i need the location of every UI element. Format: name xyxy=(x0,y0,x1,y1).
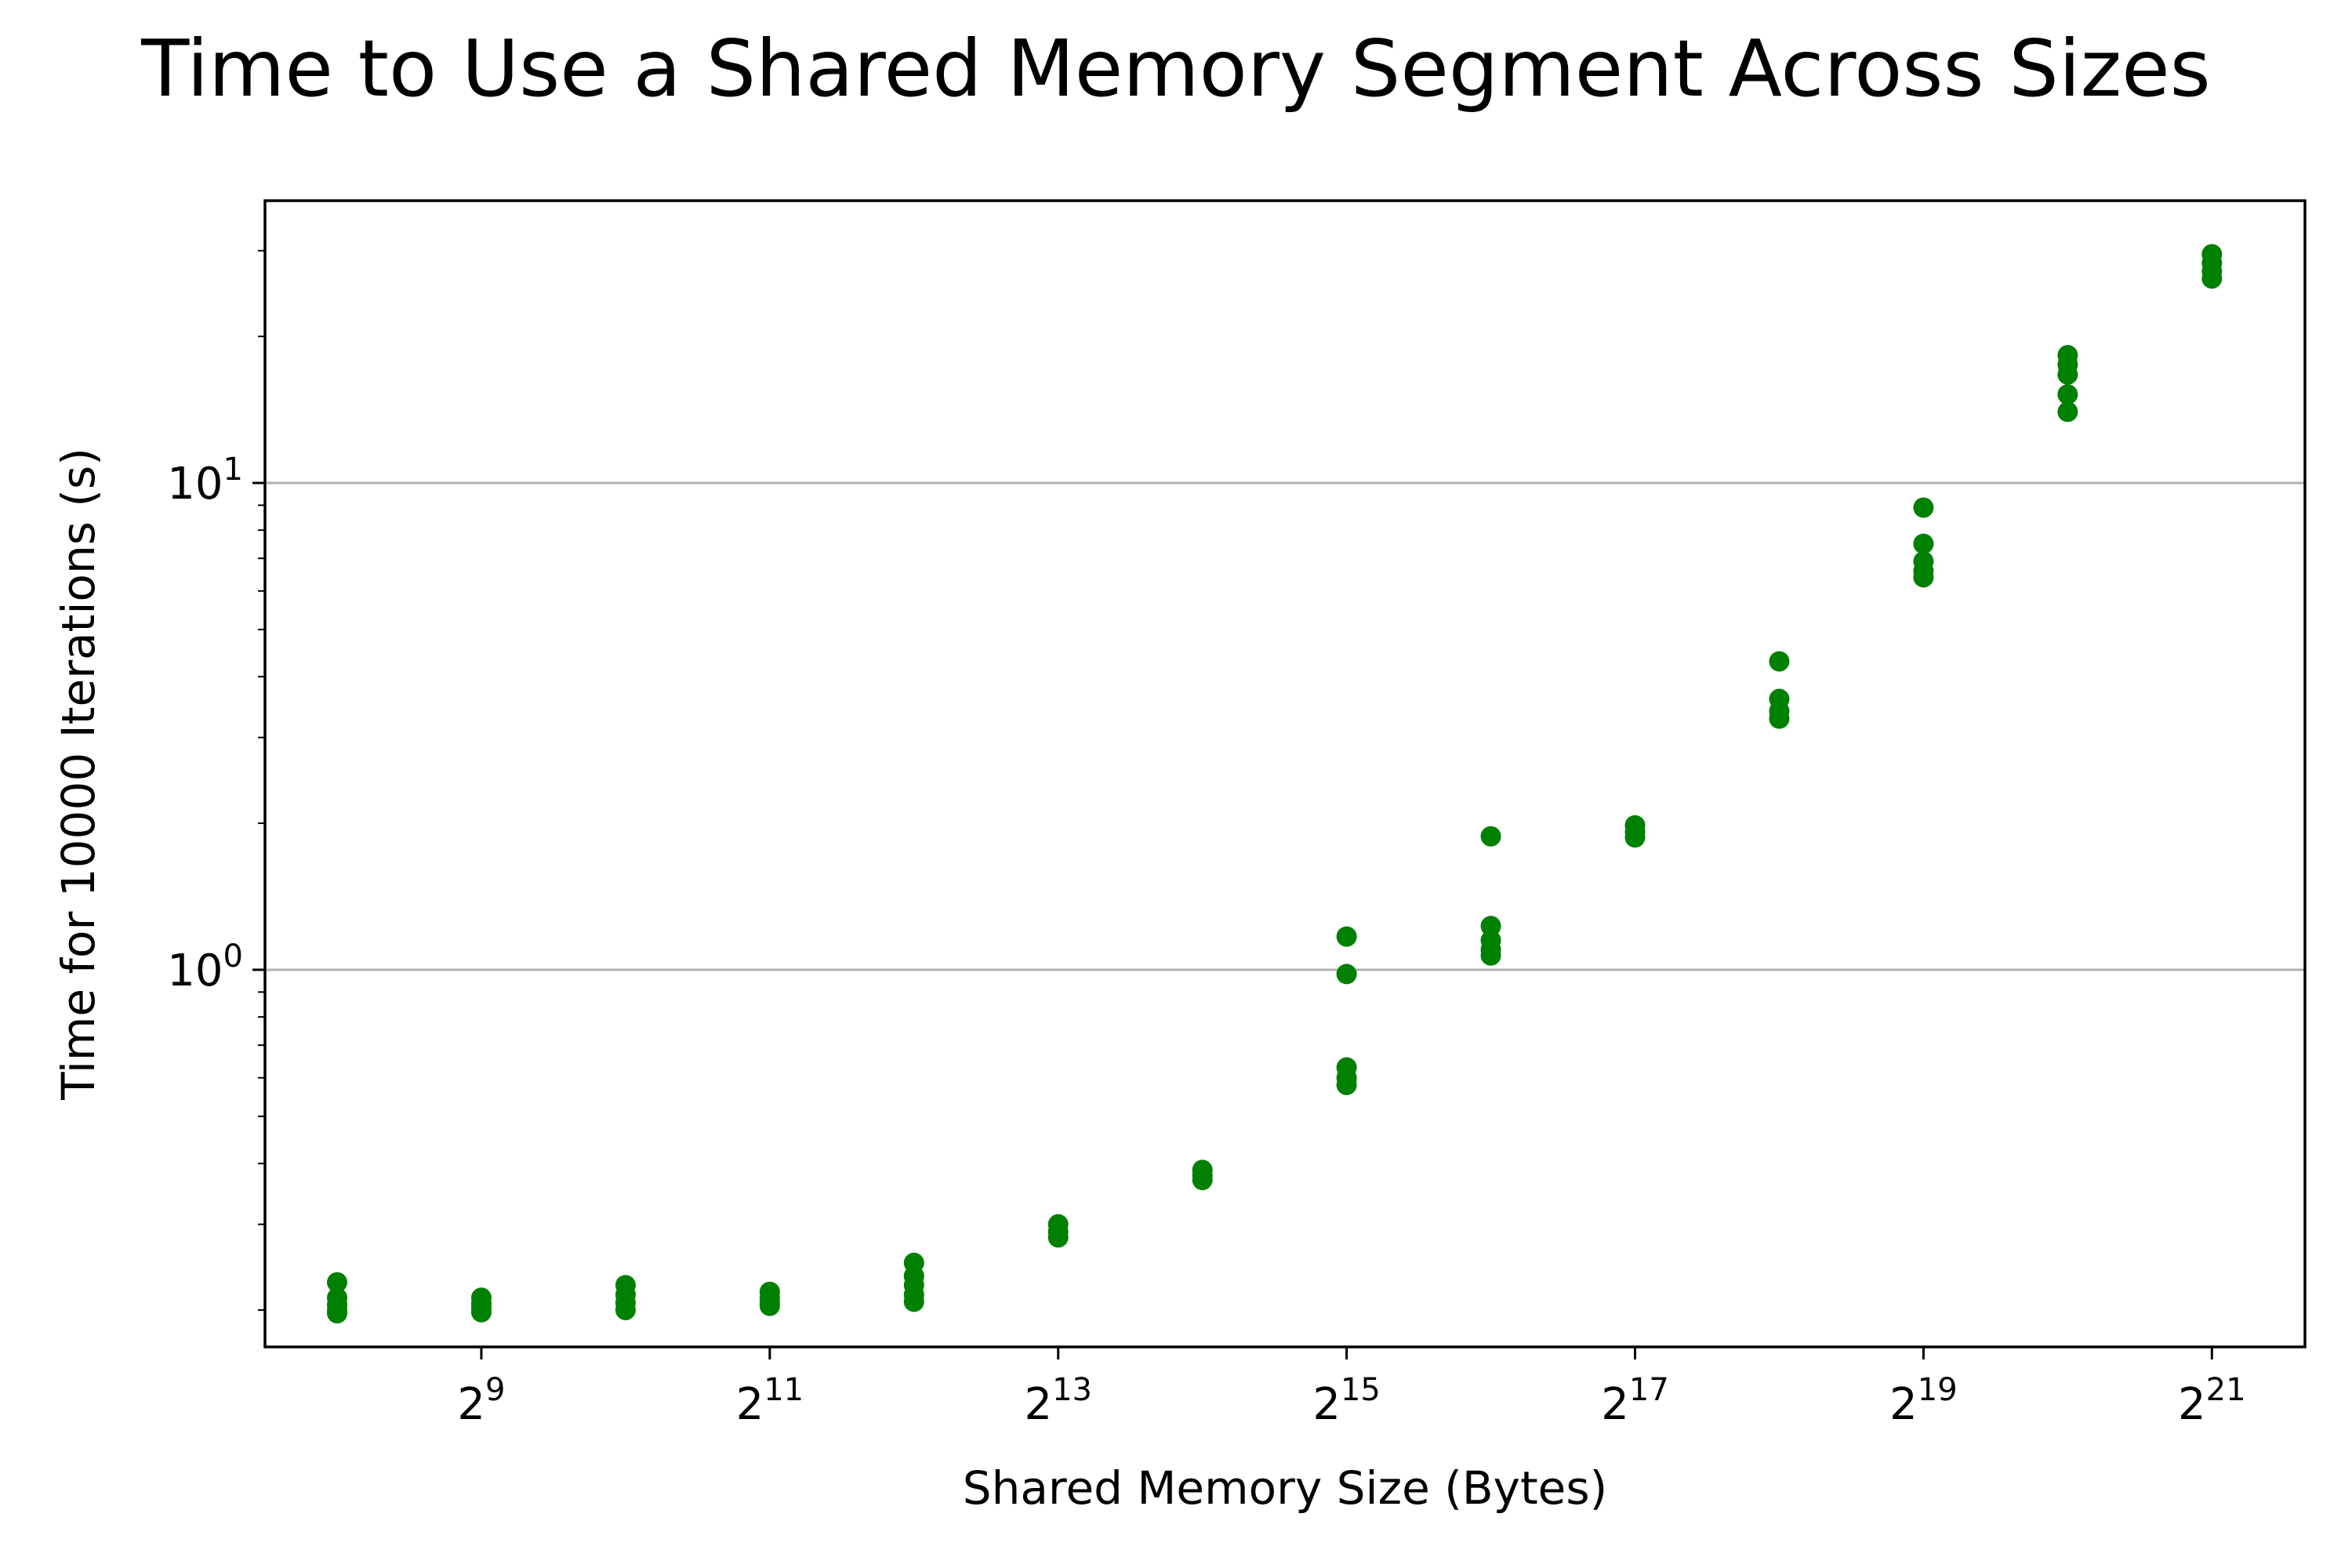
data-point xyxy=(1480,916,1501,937)
x-axis-label: Shared Memory Size (Bytes) xyxy=(963,1461,1607,1515)
data-point xyxy=(2057,401,2078,423)
data-point xyxy=(1769,651,1790,672)
data-point xyxy=(2057,364,2078,385)
x-tick-label: 213 xyxy=(1024,1372,1092,1430)
data-point xyxy=(615,1299,636,1320)
x-axis-ticks: 29 211 213 215 217 219 221 xyxy=(457,1347,2246,1430)
data-point xyxy=(327,1272,348,1293)
data-point xyxy=(1913,497,1934,518)
y-tick-label: 101 xyxy=(167,452,243,510)
x-tick-label: 211 xyxy=(736,1372,804,1430)
data-point xyxy=(903,1291,924,1312)
x-tick-label: 219 xyxy=(1889,1372,1958,1430)
x-tick-label: 215 xyxy=(1312,1372,1381,1430)
data-point xyxy=(1480,826,1501,847)
x-tick-label: 221 xyxy=(2178,1372,2246,1430)
data-points xyxy=(327,244,2223,1324)
data-point xyxy=(1769,708,1790,729)
data-point xyxy=(1336,926,1357,947)
y-tick-label: 100 xyxy=(167,938,243,996)
x-tick-label: 217 xyxy=(1601,1372,1669,1430)
data-point xyxy=(1480,945,1501,966)
data-point xyxy=(1192,1170,1213,1191)
y-axis-label: Time for 10000 Iterations (s) xyxy=(52,448,105,1101)
data-point xyxy=(1336,1074,1357,1095)
data-point xyxy=(759,1295,780,1316)
plot-frame xyxy=(263,199,2307,1348)
data-point xyxy=(1624,827,1646,848)
data-point xyxy=(2201,268,2223,289)
y-axis-ticks: 100 101 xyxy=(167,249,265,1311)
data-point xyxy=(1913,533,1934,554)
x-tick-label: 29 xyxy=(457,1372,505,1430)
data-point xyxy=(1336,964,1357,985)
data-point xyxy=(327,1303,348,1324)
gridlines xyxy=(265,481,2305,971)
data-point xyxy=(470,1301,492,1323)
data-point xyxy=(1047,1227,1069,1248)
data-point xyxy=(2057,384,2078,405)
data-point xyxy=(1913,567,1934,588)
chart-title: Time to Use a Shared Memory Segment Acro… xyxy=(140,23,2211,114)
